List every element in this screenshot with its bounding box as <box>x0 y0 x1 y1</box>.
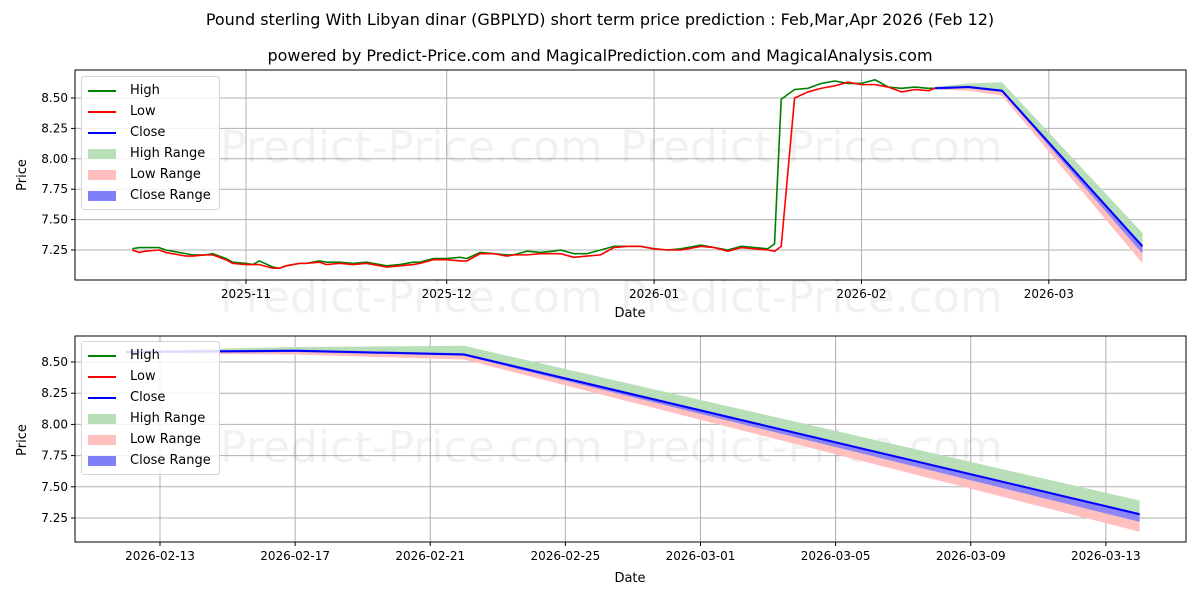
bottom-axes-frame <box>74 335 1187 543</box>
top-y-axis-label: Price <box>15 159 30 191</box>
legend-label: Low <box>130 369 156 384</box>
legend-item-high: High <box>88 80 211 101</box>
legend-label: High Range <box>130 146 206 161</box>
top-plot: Predict-Price.com Predict-Price.com Pred… <box>15 69 1187 323</box>
bottom-y-axis-label: Price <box>15 424 30 456</box>
legend-item-low: Low <box>88 366 211 387</box>
close-line <box>935 86 1144 248</box>
legend-item-high-range: High Range <box>88 143 211 164</box>
y-tick-label: 8.25 <box>41 121 68 135</box>
low-range-band <box>935 87 1143 264</box>
legend-item-close: Close <box>88 387 211 408</box>
y-tick-label: 7.50 <box>41 213 68 227</box>
bottom-x-axis-label: Date <box>614 571 645 586</box>
legend-swatch-icon <box>88 169 116 180</box>
low-line <box>131 81 936 270</box>
bottom-y-axis: 7.25 7.50 7.75 8.00 8.25 8.50 <box>41 355 75 525</box>
legend-label: High Range <box>130 411 206 426</box>
legend-item-close: Close <box>88 122 211 143</box>
legend-item-low-range: Low Range <box>88 429 211 450</box>
high-line <box>132 78 936 270</box>
top-legend: High Low Close High Range Low Range Close Ran… <box>81 76 220 210</box>
x-tick-label: 2025-12 <box>422 287 472 301</box>
y-tick-label: 7.25 <box>41 243 68 257</box>
x-tick-label: 2026-03-13 <box>1071 549 1141 563</box>
legend-swatch-icon <box>88 455 116 466</box>
x-tick-label: 2026-01 <box>629 287 679 301</box>
bottom-x-axis: 2026-02-13 2026-02-17 2026-02-21 2026-02-25… <box>125 542 1141 563</box>
legend-label: Low Range <box>130 432 201 447</box>
legend-item-low-range: Low Range <box>88 164 211 185</box>
y-tick-label: 7.50 <box>41 480 68 494</box>
x-tick-label: 2026-02 <box>836 287 886 301</box>
legend-swatch-icon <box>88 190 116 201</box>
legend-item-high-range: High Range <box>88 408 211 429</box>
x-tick-label: 2026-02-21 <box>395 549 465 563</box>
top-series <box>131 78 1144 270</box>
legend-swatch-icon <box>88 89 116 92</box>
watermark: Predict-Price.com <box>620 122 1003 173</box>
watermark: Predict-Price.com <box>220 422 603 473</box>
legend-swatch-icon <box>88 131 116 134</box>
legend-label: Low Range <box>130 167 201 182</box>
legend-label: Close <box>130 390 166 405</box>
legend-swatch-icon <box>88 148 116 159</box>
legend-swatch-icon <box>88 110 116 113</box>
legend-label: Close <box>130 125 166 140</box>
y-tick-label: 7.75 <box>41 449 68 463</box>
legend-label: High <box>130 83 160 98</box>
legend-label: Close Range <box>130 453 211 468</box>
legend-swatch-icon <box>88 434 116 445</box>
top-x-axis-label: Date <box>614 306 645 321</box>
bottom-legend: High Low Close High Range Low Range Close Ran… <box>81 341 220 475</box>
x-tick-label: 2026-02-13 <box>125 549 195 563</box>
legend-label: Low <box>130 104 156 119</box>
chart-title: Pound sterling With Libyan dinar (GBPLYD… <box>205 10 995 29</box>
legend-item-high: High <box>88 345 211 366</box>
chart-subtitle: powered by Predict-Price.com and Magical… <box>267 46 933 65</box>
y-tick-label: 8.00 <box>41 152 68 166</box>
legend-swatch-icon <box>88 375 116 378</box>
legend-swatch-icon <box>88 413 116 424</box>
x-tick-label: 2026-03-01 <box>666 549 736 563</box>
legend-swatch-icon <box>88 396 116 399</box>
watermark: Predict-Price.com <box>220 122 603 173</box>
y-tick-label: 7.75 <box>41 182 68 196</box>
top-axes-frame <box>74 69 1187 281</box>
x-tick-label: 2025-11 <box>221 287 271 301</box>
y-tick-label: 8.50 <box>41 91 68 105</box>
legend-label: High <box>130 348 160 363</box>
bottom-grid <box>75 336 1186 542</box>
y-tick-label: 8.25 <box>41 386 68 400</box>
legend-item-close-range: Close Range <box>88 185 211 206</box>
y-tick-label: 8.50 <box>41 355 68 369</box>
top-grid <box>75 70 1186 280</box>
y-tick-label: 7.25 <box>41 511 68 525</box>
x-tick-label: 2026-02-17 <box>260 549 330 563</box>
legend-label: Close Range <box>130 188 211 203</box>
legend-swatch-icon <box>88 354 116 357</box>
top-x-axis: 2025-11 2025-12 2026-01 2026-02 2026-03 <box>221 280 1074 301</box>
x-tick-label: 2026-03-05 <box>801 549 871 563</box>
legend-item-low: Low <box>88 101 211 122</box>
top-y-axis: 7.25 7.50 7.75 8.00 8.25 8.50 <box>41 91 75 257</box>
x-tick-label: 2026-03-09 <box>936 549 1006 563</box>
x-tick-label: 2026-03 <box>1024 287 1074 301</box>
x-tick-label: 2026-02-25 <box>530 549 600 563</box>
legend-item-close-range: Close Range <box>88 450 211 471</box>
y-tick-label: 8.00 <box>41 417 68 431</box>
